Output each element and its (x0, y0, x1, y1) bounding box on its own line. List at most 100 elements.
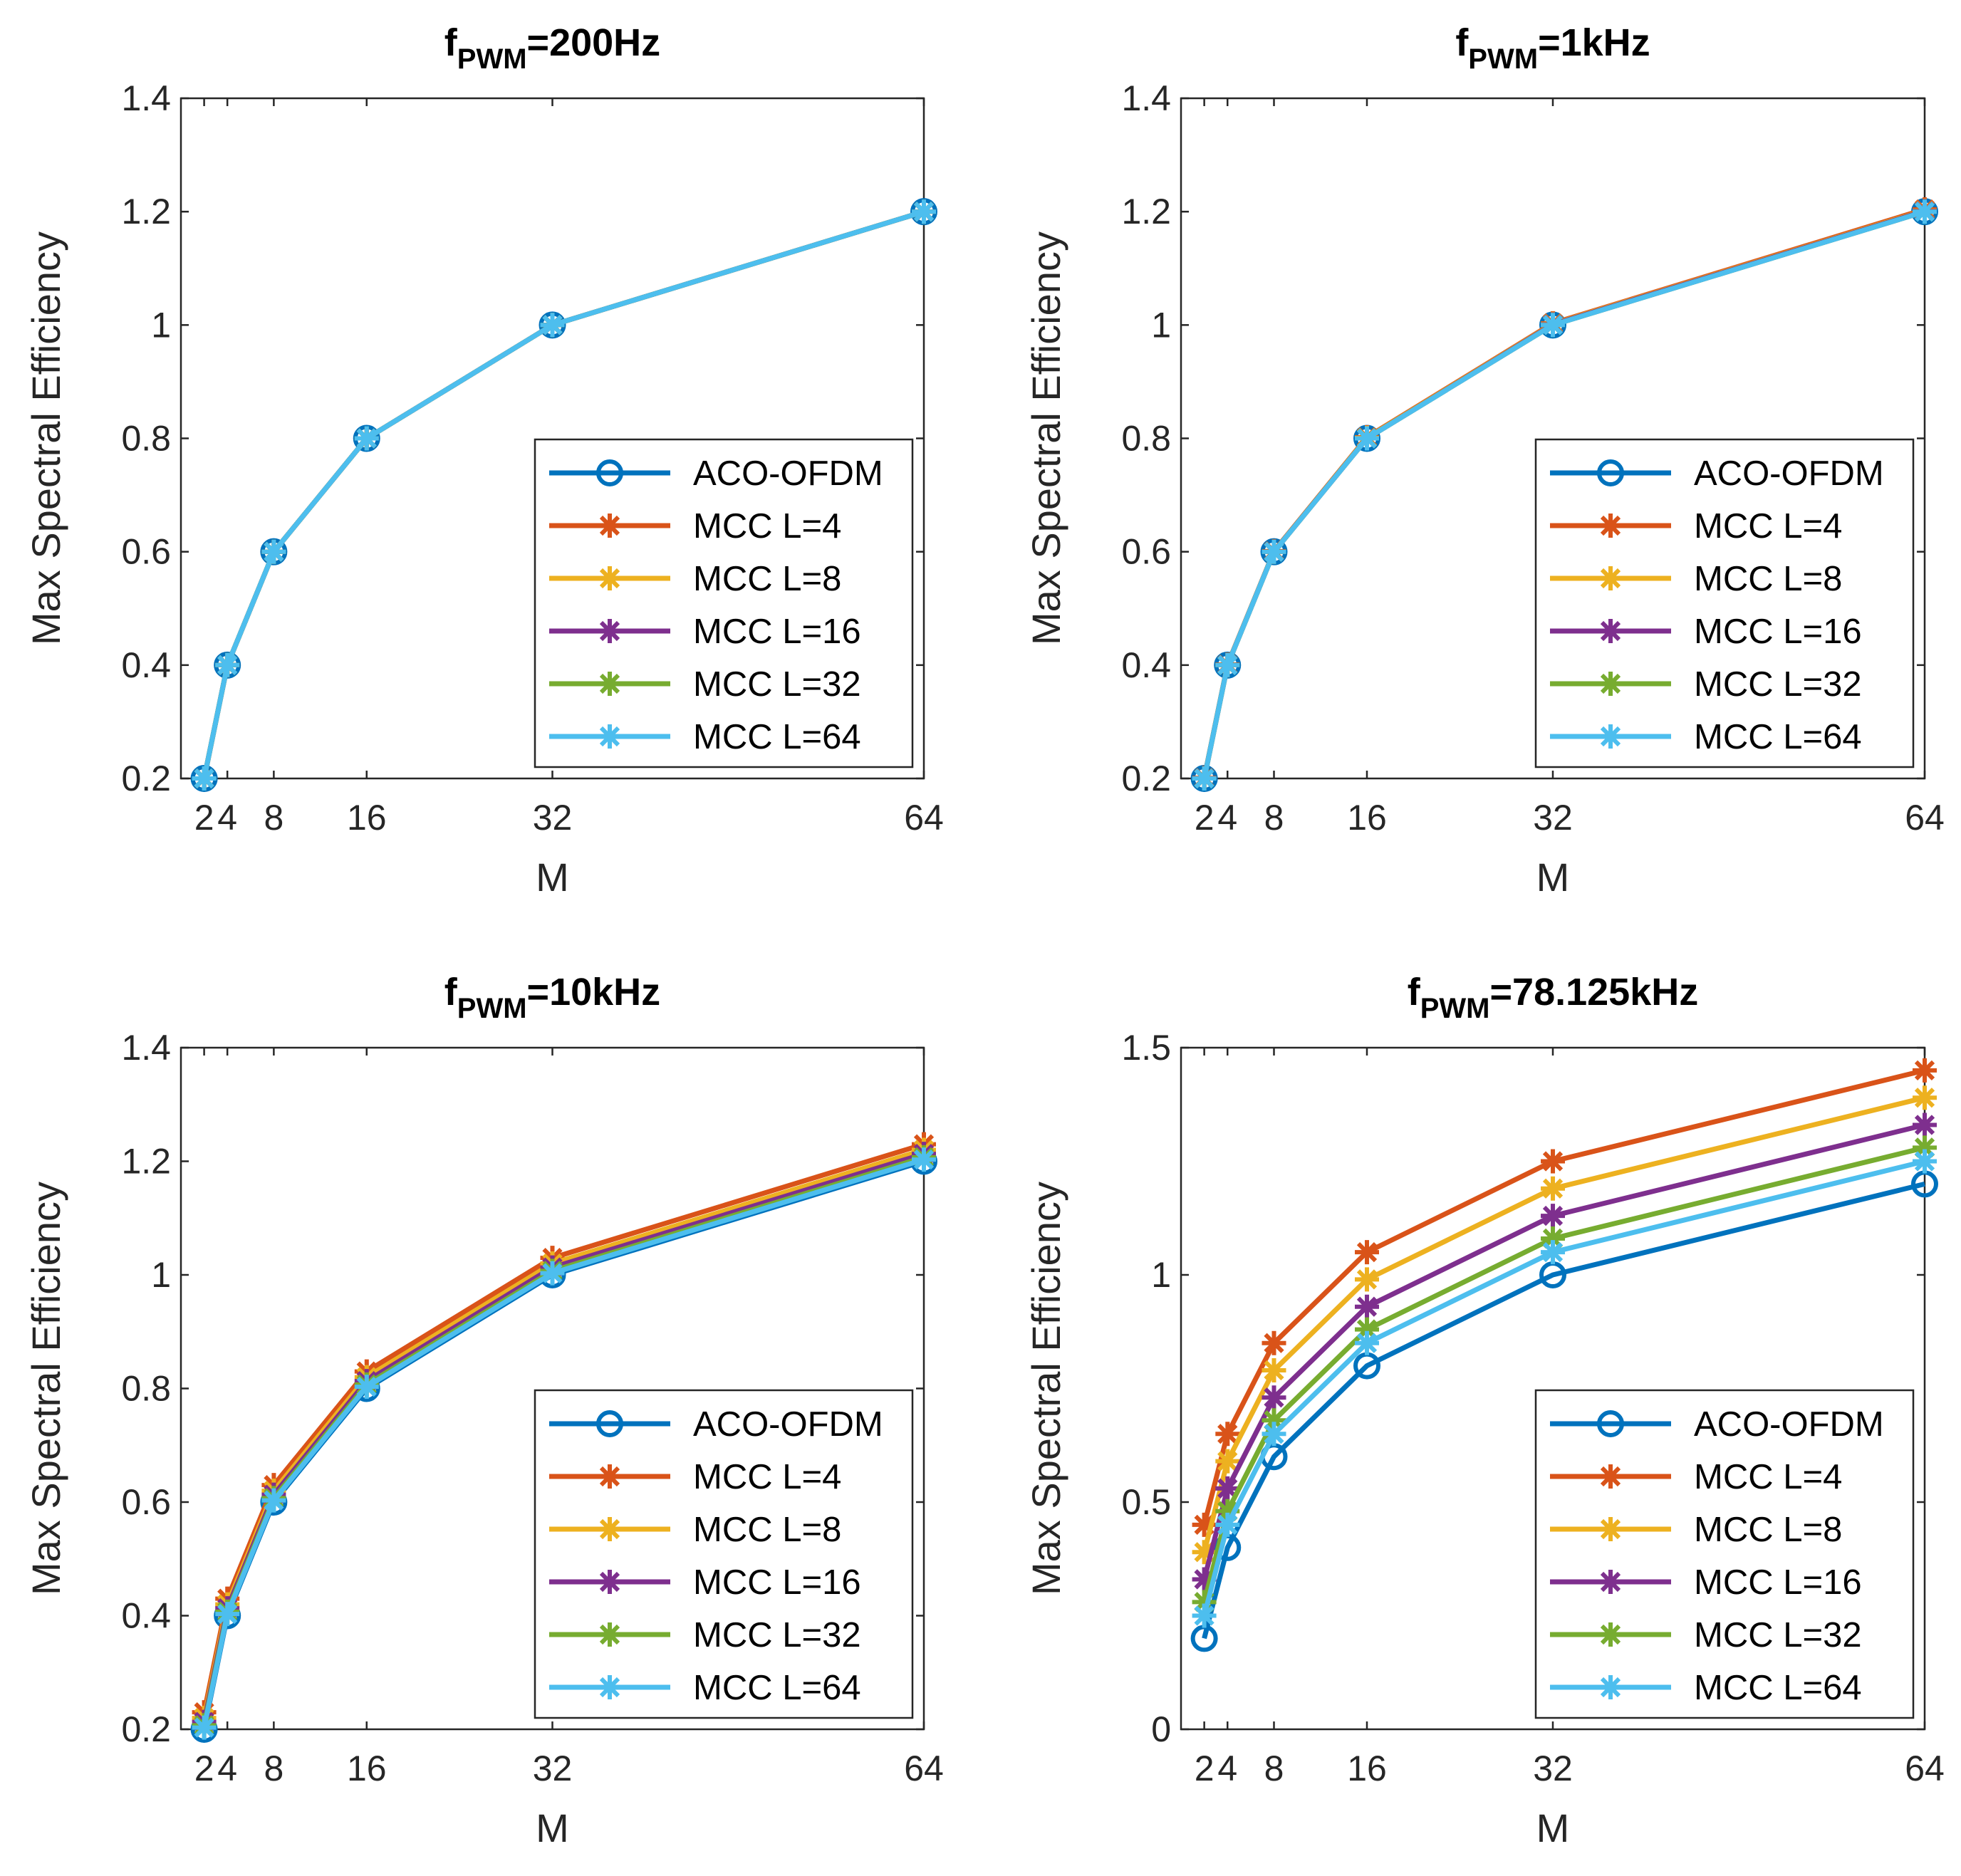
c3-ytick-label-0: 0 (1151, 1709, 1171, 1749)
c3-title-suffix: =78.125kHz (1490, 971, 1699, 1013)
c0-point-5-5 (912, 199, 936, 224)
c3-point-4-4 (1541, 1226, 1565, 1251)
c2-ytick-label-5: 1.2 (121, 1142, 171, 1182)
c3-legend-item-1: MCC L=4 (1550, 1458, 1842, 1496)
c2-legend-item-4: MCC L=32 (549, 1616, 861, 1654)
c3-legend-item-5: MCC L=64 (1550, 1669, 1862, 1707)
c3-legend-label-4: MCC L=32 (1694, 1616, 1862, 1654)
c0-legend: ACO-OFDM MCC L=4 MCC L=8 MCC L=16 MCC L=32 MC… (534, 438, 914, 768)
c3-legend-marker-2 (1598, 1517, 1623, 1541)
c0-point-5-0 (192, 766, 217, 791)
c3-legend-label-0: ACO-OFDM (1694, 1405, 1884, 1444)
c0-ytick-label-6: 1.4 (121, 78, 171, 118)
c3-legend-item-4: MCC L=32 (1550, 1616, 1862, 1654)
c3-xtick-label-1: 4 (1217, 1749, 1237, 1788)
c3-point-4-5 (1913, 1135, 1937, 1160)
c0-series-5 (192, 199, 936, 791)
c3-ytick-label-1: 0.5 (1121, 1482, 1171, 1522)
c2-ytick-label-0: 0.2 (121, 1709, 171, 1749)
c2-xtick-label-2: 8 (264, 1749, 284, 1788)
c3-legend-marker-0 (1597, 1410, 1624, 1437)
c0-title-main: f (444, 21, 458, 64)
c0-legend-item-4: MCC L=32 (549, 665, 861, 704)
c3-xlabel: M (1536, 1805, 1570, 1850)
c0-ytick-label-0: 0.2 (121, 759, 171, 798)
c2-ytick-label-3: 0.8 (121, 1369, 171, 1409)
chart-3: 0.2 0.4 0.6 0.8 1 1.2 1.4 2 4 8 16 32 64 M Max Spectra… (24, 971, 944, 1850)
c0-title: fPWM=200Hz (444, 21, 660, 75)
c1-xtick-label-2: 8 (1264, 798, 1284, 838)
c3-point-2-1 (1215, 1449, 1240, 1474)
c0-series-line-5 (202, 209, 925, 779)
c3-legend-label-1: MCC L=4 (1694, 1458, 1842, 1496)
c2-legend-label-1: MCC L=4 (693, 1458, 841, 1496)
c1-legend-label-5: MCC L=64 (1694, 718, 1862, 756)
c1-series-5 (1192, 199, 1937, 791)
c3-series-line-3 (1202, 1122, 1925, 1580)
c3-series-line-5 (1202, 1159, 1925, 1617)
c0-title-subscript: PWM (457, 43, 527, 75)
c1-ytick-label-2: 0.6 (1121, 532, 1171, 572)
c3-legend-item-0: ACO-OFDM (1550, 1405, 1884, 1444)
c1-point-5-1 (1215, 652, 1240, 677)
c2-ytick-label-4: 1 (151, 1255, 171, 1295)
c2-legend-item-2: MCC L=8 (549, 1511, 841, 1549)
c1-ytick-label-0: 0.2 (1121, 759, 1171, 798)
c2-xtick-label-5: 64 (904, 1749, 944, 1788)
c1-ytick-label-4: 1 (1151, 305, 1171, 345)
c2-series-5 (192, 1147, 936, 1740)
c0-legend-label-0: ACO-OFDM (693, 454, 883, 493)
c3-point-3-1 (1215, 1476, 1240, 1501)
c1-xlabel: M (1536, 855, 1570, 900)
c0-legend-item-3: MCC L=16 (549, 613, 861, 651)
c0-point-5-1 (215, 652, 240, 677)
c2-legend-marker-0 (596, 1410, 623, 1437)
c1-legend-label-1: MCC L=4 (1694, 507, 1842, 546)
c1-legend-marker-4 (1598, 672, 1623, 696)
c3-point-1-1 (1215, 1422, 1240, 1447)
c1-point-5-0 (1192, 766, 1217, 791)
c2-legend-marker-2 (598, 1517, 622, 1541)
c2-legend-label-0: ACO-OFDM (693, 1405, 883, 1444)
c0-legend-label-3: MCC L=16 (693, 613, 861, 651)
c3-series-line-2 (1202, 1095, 1925, 1553)
c2-legend-label-3: MCC L=16 (693, 1563, 861, 1602)
c3-ytick-label-3: 1.5 (1121, 1028, 1171, 1068)
c2-legend-marker-3 (598, 1570, 622, 1594)
c1-ytick-label-6: 1.4 (1121, 78, 1171, 118)
c3-point-3-3 (1355, 1294, 1379, 1319)
c1-title-subscript: PWM (1468, 43, 1538, 75)
c1-legend-label-0: ACO-OFDM (1694, 454, 1884, 493)
c0-legend-label-1: MCC L=4 (693, 507, 841, 546)
c3-point-4-1 (1215, 1499, 1240, 1523)
c3-point-3-0 (1192, 1567, 1217, 1592)
c1-title-suffix: =1kHz (1538, 21, 1650, 64)
c2-title-subscript: PWM (457, 993, 527, 1024)
c1-title-main: f (1455, 21, 1469, 64)
c3-legend-label-2: MCC L=8 (1694, 1511, 1842, 1549)
c0-ytick-label-2: 0.6 (121, 532, 171, 572)
c2-legend-label-5: MCC L=64 (693, 1669, 861, 1707)
c0-ytick-label-4: 1 (151, 305, 171, 345)
c2-title-main: f (444, 971, 458, 1013)
c1-point-5-2 (1262, 539, 1286, 564)
c2-point-5-4 (540, 1261, 565, 1286)
c3-point-2-3 (1355, 1267, 1379, 1292)
c3-ylabel: Max Spectral Efficiency (1024, 1182, 1068, 1595)
c3-legend-label-5: MCC L=64 (1694, 1669, 1862, 1707)
c3-xtick-label-5: 64 (1905, 1749, 1945, 1788)
c0-legend-label-5: MCC L=64 (693, 718, 861, 756)
c2-point-5-1 (215, 1602, 240, 1627)
c1-ylabel: Max Spectral Efficiency (1024, 231, 1068, 645)
c3-point-1-4 (1541, 1149, 1565, 1174)
c2-point-5-3 (354, 1375, 379, 1400)
c1-legend-label-2: MCC L=8 (1694, 560, 1842, 598)
chart-1: 0.2 0.4 0.6 0.8 1 1.2 1.4 2 4 8 16 32 64 M Max Spectra… (24, 21, 944, 900)
c2-legend-label-2: MCC L=8 (693, 1511, 841, 1549)
c2-xlabel: M (536, 1805, 569, 1850)
c1-xtick-label-1: 4 (1217, 798, 1237, 838)
c3-xtick-label-0: 2 (1195, 1749, 1214, 1788)
c3-legend: ACO-OFDM MCC L=4 MCC L=8 MCC L=16 MCC L=32 MC… (1534, 1389, 1915, 1719)
c3-point-1-0 (1192, 1512, 1217, 1537)
c3-title: fPWM=78.125kHz (1408, 971, 1698, 1024)
